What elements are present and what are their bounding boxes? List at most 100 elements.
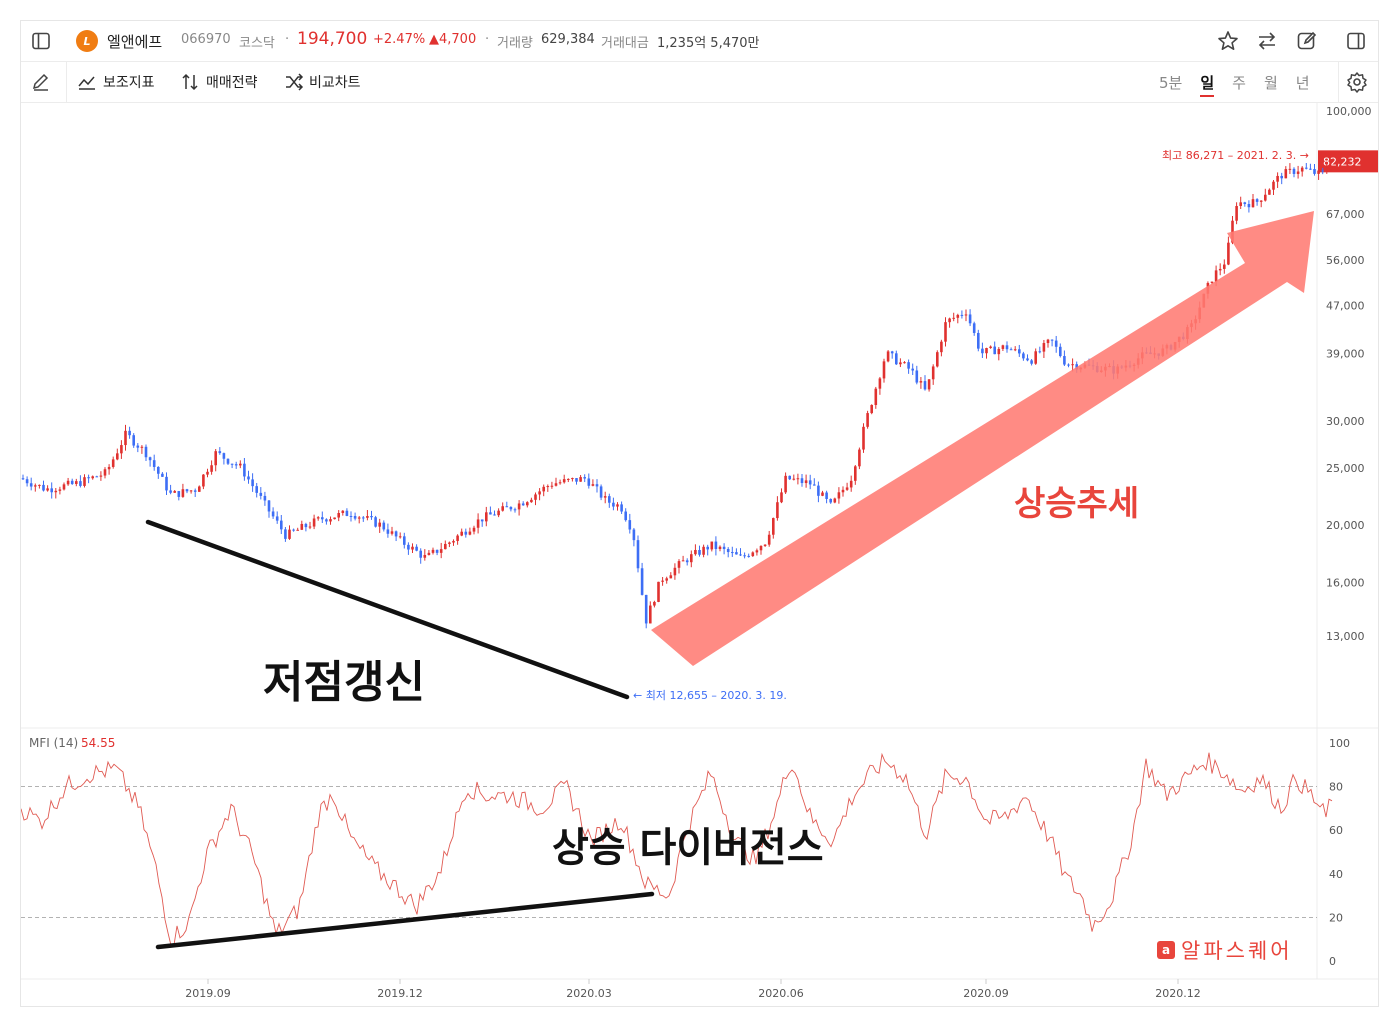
candle-body [300, 523, 304, 530]
candle-body [587, 478, 591, 486]
candle-body [177, 491, 181, 497]
candle-body [874, 388, 878, 406]
candle-body [903, 362, 906, 364]
candle-body [128, 430, 131, 436]
candle-body [1071, 364, 1074, 366]
stock-name[interactable]: 엘앤에프 [107, 33, 163, 51]
candle-body [931, 366, 935, 380]
candle-body [989, 346, 992, 349]
candle-body [329, 519, 332, 522]
pencil-icon[interactable] [31, 72, 51, 92]
candle-body [38, 484, 41, 486]
candle-body [431, 549, 435, 553]
candle-body [940, 341, 943, 353]
mfi-tick-label: 60 [1329, 824, 1343, 837]
candle-body [423, 554, 427, 558]
candle-body [665, 578, 668, 581]
candle-body [886, 351, 890, 362]
amount-label: 거래대금 [601, 36, 649, 51]
candle-body [817, 485, 820, 496]
time-axis: 2019.09 2019.12 2020.03 2020.06 2020.09 2020.… [185, 979, 1201, 1000]
candle-body [788, 475, 791, 480]
candle-body [530, 499, 533, 503]
candle-body [1030, 360, 1033, 364]
tab-day[interactable]: 일 [1200, 72, 1215, 97]
star-icon[interactable] [1217, 30, 1239, 52]
candle-body [206, 471, 209, 475]
mfi-tick-label: 20 [1329, 911, 1343, 924]
candle-body [1329, 167, 1333, 170]
candle-body [1243, 202, 1247, 205]
candle-body [1005, 345, 1009, 350]
candle-body [62, 484, 66, 490]
candle-body [452, 540, 455, 543]
high-annotation: 최고 86,271 – 2021. 2. 3. → [1162, 149, 1309, 162]
candle-body [899, 362, 902, 365]
candle-body [751, 552, 755, 557]
candle-body [222, 453, 226, 459]
timeframe-tabs: 5분 일 주 월 년 [1141, 72, 1310, 97]
candle-body [513, 509, 517, 511]
candle-body [83, 477, 86, 486]
sidebar-right-icon[interactable] [1347, 32, 1365, 50]
candle-body [485, 512, 488, 522]
candle-body [644, 594, 648, 624]
separator: · [285, 32, 290, 47]
sidebar-left-icon[interactable] [32, 32, 50, 50]
gear-icon[interactable] [1346, 71, 1368, 93]
candle-body [927, 379, 931, 390]
stock-chart[interactable]: 13,000 16,000 20,000 25,000 30,000 39,000 47,0… [21, 103, 1378, 1006]
candle-body [263, 495, 267, 501]
candle-body [694, 549, 697, 555]
edit-icon[interactable] [1296, 30, 1318, 52]
candle-body [407, 544, 410, 550]
tab-month[interactable]: 월 [1263, 74, 1278, 92]
candle-body [382, 522, 386, 530]
tab-5min[interactable]: 5분 [1159, 74, 1183, 92]
candle-body [977, 332, 980, 349]
candle-body [780, 492, 783, 503]
strategy-button[interactable]: 매매전략 [181, 72, 258, 92]
candle-body [882, 361, 886, 379]
candle-body [1075, 364, 1078, 370]
candle-body [895, 353, 898, 365]
candle-body [911, 368, 914, 371]
candle-body [493, 514, 496, 516]
candle-body [210, 465, 213, 472]
candle-body [124, 430, 127, 446]
candle-body [837, 492, 841, 499]
candle-body [439, 549, 443, 553]
time-tick-label: 2019.12 [377, 987, 423, 1000]
candle-body [1034, 351, 1037, 364]
candle-body [722, 546, 726, 550]
candle-body [972, 323, 976, 333]
candle-body [862, 426, 865, 450]
candle-body [595, 484, 599, 487]
candle-body [140, 446, 144, 448]
candle-body [271, 511, 275, 517]
candle-body [550, 485, 554, 487]
tab-week[interactable]: 주 [1232, 74, 1246, 92]
candle-body [1268, 189, 1271, 195]
candle-body [714, 541, 718, 550]
candle-body [575, 478, 578, 482]
amount-value: 1,235억 5,470만 [657, 36, 760, 51]
candle-body [444, 543, 447, 550]
chart-window: L 엘앤에프 066970 코스닥 · 194,700 +2.47% ▲4,70… [20, 20, 1379, 1007]
candle-body [755, 550, 759, 553]
candle-body [280, 520, 283, 530]
tab-year[interactable]: 년 [1295, 74, 1310, 92]
candle-body [796, 478, 800, 480]
candle-body [747, 555, 750, 557]
indicators-button[interactable]: 보조지표 [78, 72, 155, 92]
candle-body [981, 348, 984, 354]
compare-button[interactable]: 비교차트 [284, 72, 361, 92]
swap-icon[interactable] [1256, 30, 1278, 52]
change-amount: ▲4,700 [429, 32, 477, 47]
candle-body [915, 370, 919, 383]
volume-label: 거래량 [497, 36, 533, 51]
candle-body [948, 318, 951, 323]
time-tick-label: 2020.03 [566, 987, 612, 1000]
candle-body [321, 517, 324, 520]
candle-body [562, 479, 566, 483]
